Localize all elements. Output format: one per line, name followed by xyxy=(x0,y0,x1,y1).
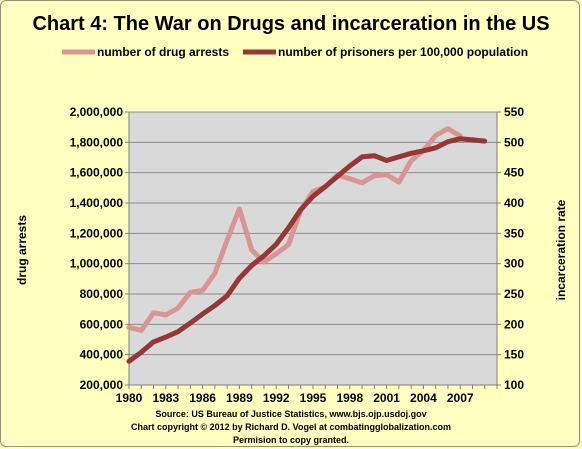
right-tick-label: 300 xyxy=(504,257,524,271)
legend-label-prisoners: number of prisoners per 100,000 populati… xyxy=(278,45,528,59)
legend-label-drug-arrests: number of drug arrests xyxy=(97,45,229,59)
legend: number of drug arrests number of prisone… xyxy=(62,45,528,59)
right-tick-label: 400 xyxy=(504,196,524,210)
right-tick-label: 100 xyxy=(504,378,524,392)
drug-arrests-line xyxy=(126,126,463,333)
right-tick-label: 150 xyxy=(504,348,524,362)
chart-title: Chart 4: The War on Drugs and incarcerat… xyxy=(32,13,549,35)
footer-source: Source: US Bureau of Justice Statistics,… xyxy=(155,409,426,419)
right-axis-title: incarceration rate xyxy=(554,199,568,300)
right-tick-label: 250 xyxy=(504,287,524,301)
right-tick-label: 450 xyxy=(504,166,524,180)
x-axis-ticks: 1980 1983 1986 1989 1992 1995 1998 2001 2004 2007 xyxy=(116,385,498,405)
x-tick-label: 2007 xyxy=(447,391,474,405)
footer-permission: Permision to copy granted. xyxy=(233,435,349,445)
left-tick-label: 800,000 xyxy=(80,287,124,301)
x-tick-label: 1989 xyxy=(226,391,253,405)
left-tick-label: 1,400,000 xyxy=(70,196,124,210)
left-tick-label: 1,200,000 xyxy=(70,226,124,240)
x-tick-label: 2004 xyxy=(410,391,437,405)
x-tick-label: 1980 xyxy=(116,391,143,405)
left-tick-label: 1,000,000 xyxy=(70,257,124,271)
prisoners-rate-line xyxy=(126,136,488,364)
right-tick-label: 500 xyxy=(504,135,524,149)
right-tick-label: 350 xyxy=(504,226,524,240)
x-tick-label: 1986 xyxy=(189,391,216,405)
left-tick-label: 1,600,000 xyxy=(70,166,124,180)
right-tick-label: 200 xyxy=(504,317,524,331)
x-tick-label: 1992 xyxy=(263,391,290,405)
left-tick-label: 1,800,000 xyxy=(70,135,124,149)
left-tick-label: 600,000 xyxy=(80,317,124,331)
series-lines xyxy=(126,126,488,364)
right-tick-label: 550 xyxy=(504,105,524,119)
plot-area xyxy=(128,111,498,386)
right-axis-ticks: 100 150 200 250 300 350 400 450 500 550 xyxy=(497,105,524,392)
x-tick-label: 1995 xyxy=(300,391,327,405)
left-axis-ticks: 200,000 400,000 600,000 800,000 1,000,000 1,2… xyxy=(70,105,129,392)
footer-copyright: Chart copyright © 2012 by Richard D. Vog… xyxy=(131,422,451,432)
x-tick-label: 1998 xyxy=(336,391,363,405)
left-tick-label: 2,000,000 xyxy=(70,105,124,119)
x-tick-label: 1983 xyxy=(152,391,179,405)
left-tick-label: 200,000 xyxy=(80,378,124,392)
x-tick-label: 2001 xyxy=(373,391,400,405)
left-axis-title: drug arrests xyxy=(15,215,29,285)
left-tick-label: 400,000 xyxy=(80,348,124,362)
